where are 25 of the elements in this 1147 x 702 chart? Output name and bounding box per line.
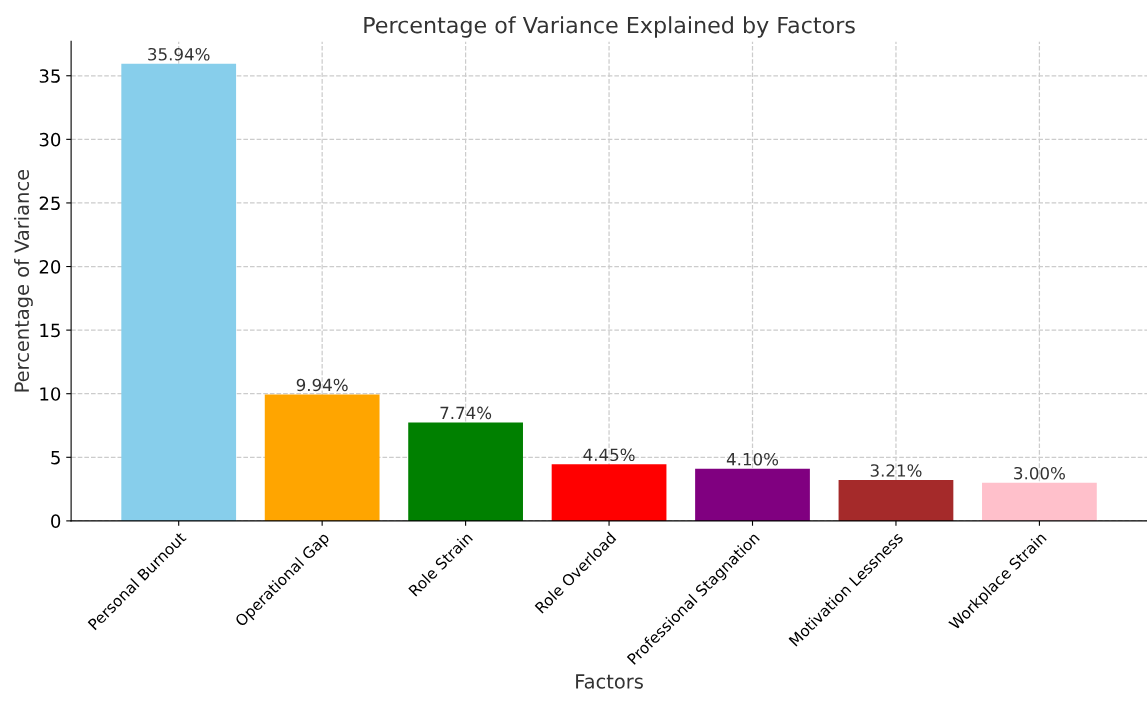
chart-title: Percentage of Variance Explained by Factors xyxy=(364,16,855,38)
data-label: 4.45% xyxy=(583,448,635,462)
y-tick-label: 15 xyxy=(40,323,60,338)
y-tick-label: 20 xyxy=(39,259,61,274)
data-label: 9.94% xyxy=(296,378,348,392)
y-tick-label: 5 xyxy=(51,450,60,465)
bar xyxy=(121,63,237,521)
bar xyxy=(982,482,1097,521)
y-tick-label: 10 xyxy=(40,387,61,401)
y-tick-label: 25 xyxy=(39,196,60,211)
bar xyxy=(551,464,667,521)
bar xyxy=(838,480,954,521)
bar xyxy=(695,468,810,521)
data-label: 35.94% xyxy=(148,47,210,61)
x-axis-title: Factors xyxy=(576,674,643,689)
y-tick-label: 0 xyxy=(51,514,61,528)
y-axis-title: Percentage of Variance xyxy=(14,169,33,392)
data-label: 4.10% xyxy=(726,452,779,466)
bar xyxy=(408,422,523,521)
data-label: 7.74% xyxy=(440,406,492,420)
data-label: 3.00% xyxy=(1014,466,1065,480)
y-tick-label: 30 xyxy=(39,132,61,147)
y-tick-label: 35 xyxy=(39,69,60,83)
bar xyxy=(264,394,380,521)
data-label: 3.21% xyxy=(870,464,922,477)
